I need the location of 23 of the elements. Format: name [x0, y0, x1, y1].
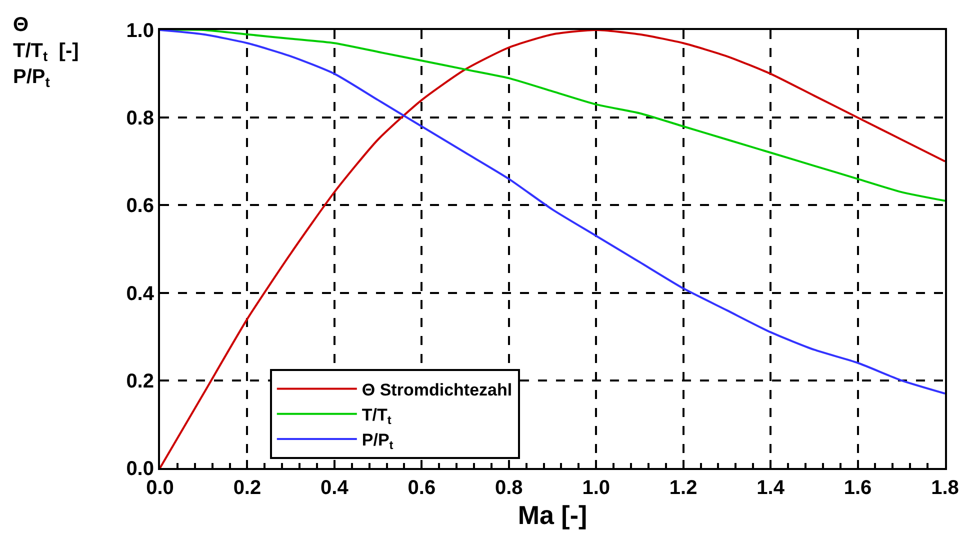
line-series	[160, 30, 945, 395]
x-tick-label: 1.0	[582, 477, 610, 499]
x-tick-label: 0.4	[320, 477, 350, 499]
x-tick-label: 1.8	[931, 477, 959, 499]
line-series	[160, 30, 945, 468]
x-tick-label: 1.4	[756, 477, 786, 499]
x-tick-label: 0.8	[494, 477, 523, 499]
x-tick-label: 1.6	[844, 477, 872, 499]
x-tick-label: 0.6	[408, 477, 436, 499]
y-tick-label: 0.8	[126, 108, 154, 130]
y-tick-label: 1.0	[126, 20, 154, 42]
x-tick-label: 0.2	[233, 477, 262, 499]
x-tick-label: 1.2	[669, 477, 698, 499]
y-tick-label: 0.6	[126, 195, 154, 218]
legend-label: P/P$_{t}$	[362, 430, 394, 452]
x-tick-label: 0.0	[146, 477, 174, 499]
y-tick-label: 0.4	[126, 282, 155, 305]
y-tick-label: 0.2	[126, 370, 154, 392]
y-tick-label: 0.0	[126, 458, 154, 480]
x-axis-title: Ma [-]	[518, 500, 588, 530]
legend-label: Θ Stromdichtezahl	[362, 380, 512, 400]
legend-label: T/T$_{t}$	[362, 406, 392, 428]
y-axis-title: Θ T/T$_{t}$ [-] P/P$_{t}$	[13, 14, 79, 90]
